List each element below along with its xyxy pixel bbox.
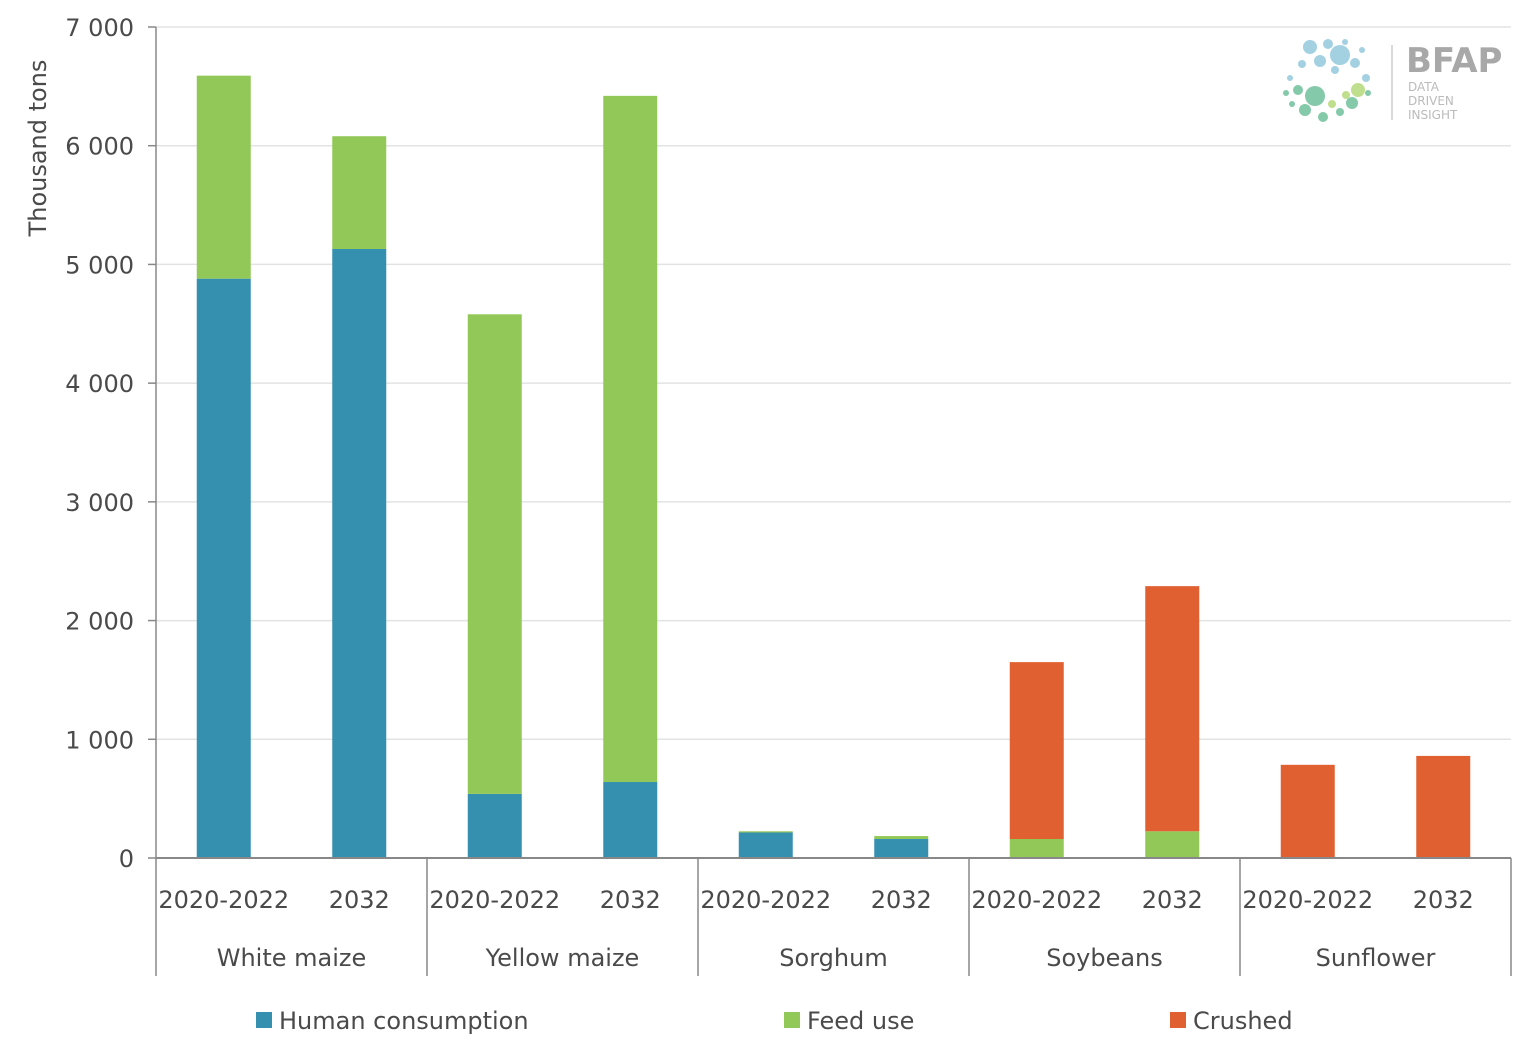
period-label: 2020-2022: [1242, 886, 1373, 914]
legend-label: Feed use: [807, 1007, 914, 1035]
period-label: 2020-2022: [429, 886, 560, 914]
bar-feed-use: [603, 95, 658, 783]
period-label: 2032: [600, 886, 661, 914]
y-tick-label: 0: [119, 845, 134, 873]
period-label: 2020-2022: [158, 886, 289, 914]
bar-feed-use: [874, 836, 929, 840]
period-label: 2032: [1142, 886, 1203, 914]
y-tick-label: 6 000: [65, 133, 134, 161]
period-label: 2032: [329, 886, 390, 914]
y-tick-label: 3 000: [65, 489, 134, 517]
period-label: 2020-2022: [700, 886, 831, 914]
y-axis-label: Thousand tons: [24, 60, 52, 238]
logo-name: BFAP: [1406, 41, 1502, 81]
x-axis: White maize 2020-2022 2032 Yellow maize 2020…: [155, 857, 1512, 976]
legend-label: Human consumption: [279, 1007, 529, 1035]
bar-feed-use: [196, 75, 251, 279]
category-label: White maize: [217, 944, 367, 972]
legend-label: Crushed: [1193, 1007, 1293, 1035]
period-label: 2032: [1413, 886, 1474, 914]
legend-swatch: [256, 1012, 272, 1028]
bar-human-consumption: [467, 793, 522, 858]
y-tick-label: 1 000: [65, 726, 134, 754]
bfap-logo: BFAP DATA DRIVEN INSIGHT: [1283, 39, 1502, 122]
bar-feed-use: [467, 314, 522, 794]
bar-feed-use: [1009, 839, 1064, 858]
bar-human-consumption: [603, 782, 658, 858]
bars: [196, 75, 1471, 858]
period-label: 2032: [871, 886, 932, 914]
bar-feed-use: [1145, 831, 1200, 858]
category-label: Sunflower: [1316, 944, 1436, 972]
bar-feed-use: [738, 831, 793, 833]
y-axis: 0 1 000 2 000 3 000 4 000 5 000 6 000 7 000: [65, 14, 157, 873]
y-tick-label: 4 000: [65, 370, 134, 398]
category-label: Soybeans: [1046, 944, 1163, 972]
logo-tagline-1: DATA: [1408, 80, 1440, 94]
logo-tagline-2: DRIVEN: [1408, 94, 1454, 108]
bar-feed-use: [332, 136, 387, 249]
bar-crushed: [1145, 586, 1200, 832]
legend: Human consumption Feed use Crushed: [256, 1007, 1293, 1035]
y-tick-label: 5 000: [65, 251, 134, 279]
bar-crushed: [1280, 764, 1335, 858]
legend-swatch: [1170, 1012, 1186, 1028]
y-tick-label: 7 000: [65, 14, 134, 42]
bar-human-consumption: [196, 278, 251, 858]
y-tick-label: 2 000: [65, 608, 134, 636]
bar-human-consumption: [874, 839, 929, 858]
bar-crushed: [1009, 662, 1064, 840]
logo-dots-icon: [1283, 39, 1371, 122]
category-label: Sorghum: [779, 944, 887, 972]
bar-human-consumption: [332, 248, 387, 858]
category-label: Yellow maize: [485, 944, 640, 972]
bar-human-consumption: [738, 832, 793, 858]
logo-tagline-3: INSIGHT: [1408, 108, 1458, 122]
bar-crushed: [1416, 755, 1471, 858]
legend-swatch: [784, 1012, 800, 1028]
period-label: 2020-2022: [971, 886, 1102, 914]
